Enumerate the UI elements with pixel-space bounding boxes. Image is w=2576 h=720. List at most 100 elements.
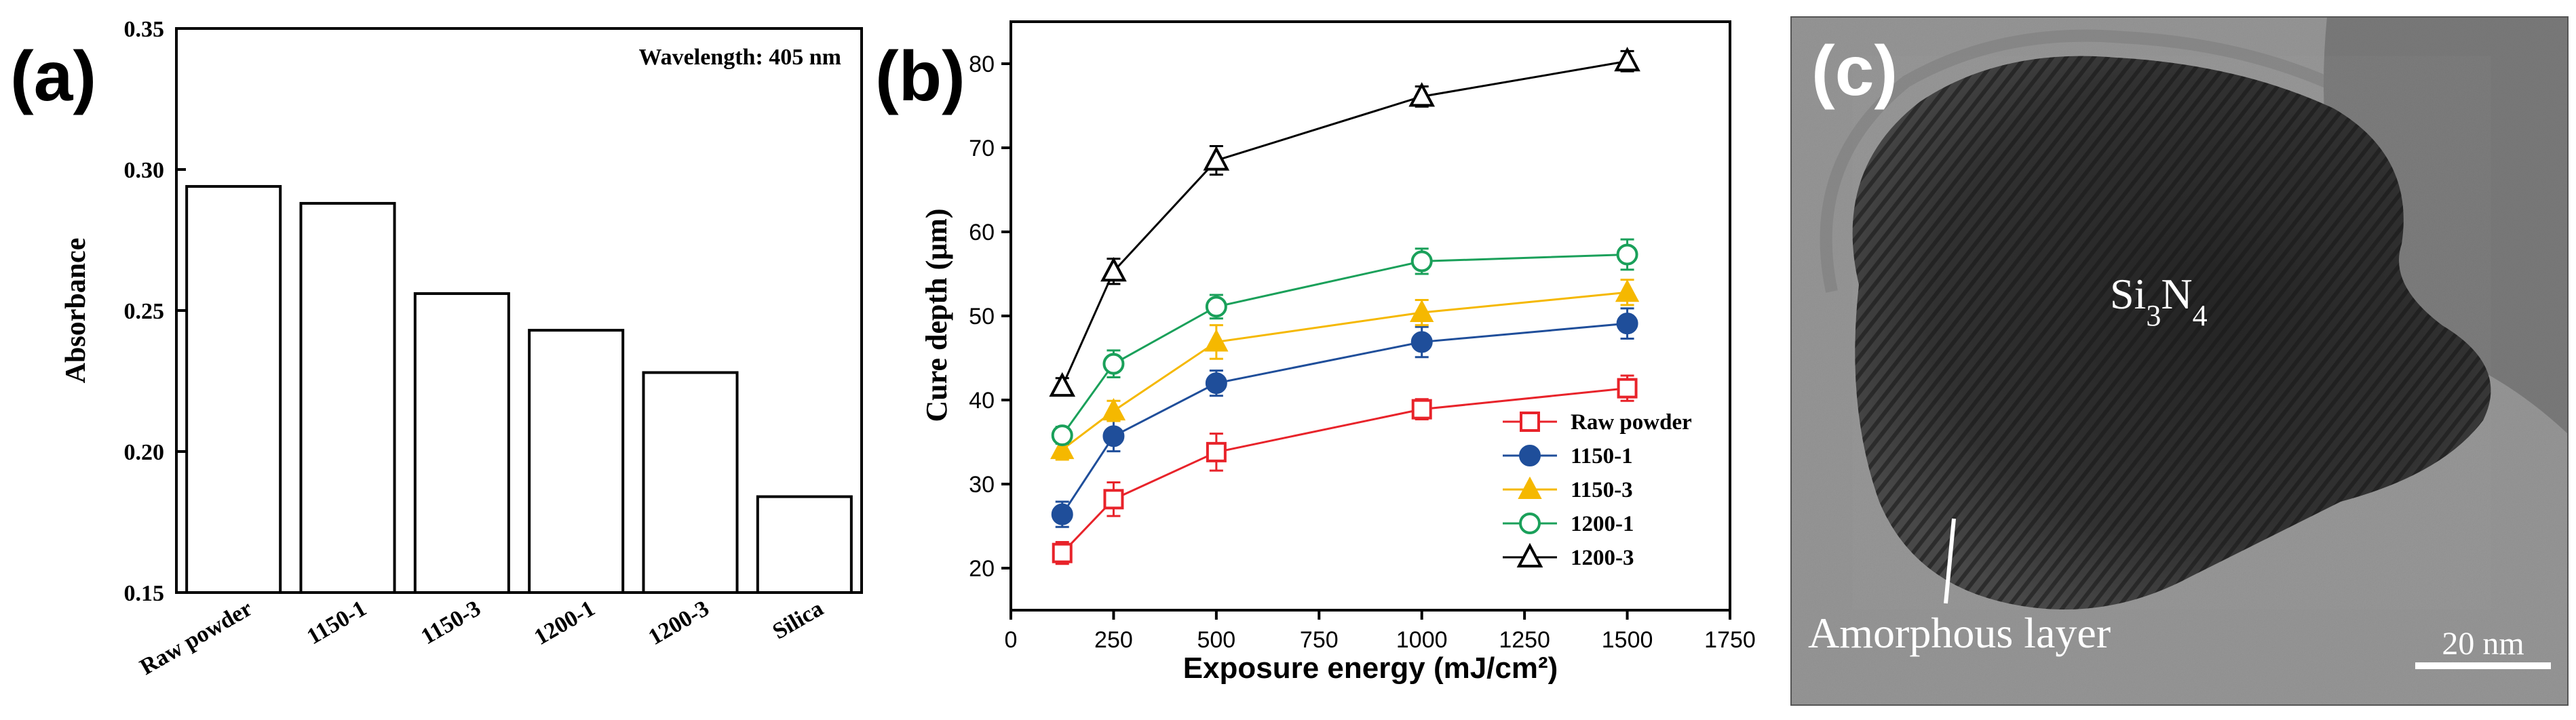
data-point-1150-3 <box>1410 299 1434 323</box>
y-tick-label-a: 0.35 <box>124 17 165 42</box>
panel-label-b: (b) <box>875 37 965 116</box>
data-point-raw-powder <box>1411 399 1432 420</box>
data-point-1150-3 <box>1101 397 1126 421</box>
x-tick-label-b: 1250 <box>1499 627 1550 653</box>
data-point-1200-1 <box>1051 424 1073 447</box>
x-tick-label-b: 750 <box>1300 627 1339 653</box>
data-point-raw-powder <box>1103 489 1124 510</box>
si3n4-sub-3: 3 <box>2146 299 2161 332</box>
bar-1150-3 <box>413 292 510 594</box>
y-tick-label-b: 70 <box>969 136 995 161</box>
y-tick-label-a: 0.20 <box>124 440 165 465</box>
legend-label-1200-1: 1200-1 <box>1571 512 1634 536</box>
bars-a <box>185 184 853 595</box>
data-point-1150-1 <box>1616 313 1638 335</box>
si3n4-si: Si <box>2110 270 2146 318</box>
legend-marker-1150-1 <box>1519 445 1541 466</box>
tem-micrograph <box>1791 17 2568 705</box>
data-point-1200-3 <box>1408 82 1436 107</box>
y-tick-label-b: 30 <box>969 472 995 498</box>
scale-bar-label: 20 nm <box>2442 626 2524 662</box>
panel-b-line-chart: (b) 0 250 500 750 1000 1250 1500 1750 20 30 40 50 6… <box>875 20 1756 685</box>
x-tick-label-b: 0 <box>1005 627 1018 653</box>
data-point-1150-1 <box>1410 331 1433 353</box>
x-tick-label-b: 1000 <box>1396 627 1448 653</box>
series-line-1200-1 <box>1061 253 1628 436</box>
legend-marker-raw-powder <box>1520 412 1540 432</box>
data-point-raw-powder <box>1617 378 1638 399</box>
legend-b: Raw powder 1150-1 1150-3 1200-1 1200-3 <box>1503 410 1692 570</box>
series-line-raw-powder <box>1061 387 1628 554</box>
series-raw-powder <box>1052 374 1638 565</box>
y-tick-label-a: 0.30 <box>124 158 165 183</box>
y-axis-label-b: Cure depth (μm) <box>920 208 953 422</box>
legend-label-1150-3: 1150-3 <box>1571 478 1633 502</box>
series-1200-1 <box>1051 238 1638 447</box>
y-tick-label-a: 0.15 <box>124 581 165 606</box>
data-point-raw-powder <box>1052 542 1073 563</box>
x-axis-label-b-text: Exposure energy (mJ/cm²) <box>1183 652 1558 685</box>
si3n4-sub-4: 4 <box>2193 299 2208 332</box>
amorphous-pointer-line <box>1944 518 1956 604</box>
wavelength-annotation: Wavelength: 405 nm <box>639 45 841 70</box>
panel-c-tem-image: (c) Si3N4 Amorphous layer 20 nm <box>1790 16 2569 706</box>
y-tick-label-b: 60 <box>969 220 995 245</box>
data-point-1200-3 <box>1203 146 1230 171</box>
y-tick-label-b: 20 <box>969 556 995 582</box>
panel-a-bar-chart: (a) 0.15 0.20 0.25 0.30 0.35 Raw powder 1150-… <box>10 17 863 680</box>
x-axis-ticks-b: 0 250 500 750 1000 1250 1500 1750 <box>1005 610 1756 653</box>
legend-label-1200-3: 1200-3 <box>1571 546 1634 570</box>
x-tick-label-a: 1200-3 <box>645 596 714 650</box>
legend-label-raw-powder: Raw powder <box>1571 410 1692 435</box>
series-1150-1 <box>1051 307 1638 528</box>
bar-raw-powder <box>185 184 282 594</box>
data-point-1150-1 <box>1051 503 1073 525</box>
x-tick-label-a: Raw powder <box>136 596 256 680</box>
data-point-1150-3 <box>1615 279 1640 302</box>
y-tick-label-b: 40 <box>969 388 995 414</box>
y-tick-label-b: 50 <box>969 304 995 329</box>
bar-1200-1 <box>528 329 625 594</box>
data-point-1150-3 <box>1050 437 1075 460</box>
legend-label-1150-1: 1150-1 <box>1571 444 1633 468</box>
legend-marker-1200-1 <box>1519 513 1541 534</box>
x-tick-label-b: 1500 <box>1602 627 1653 653</box>
y-axis-ticks-a: 0.15 0.20 0.25 0.30 0.35 <box>124 17 186 606</box>
x-tick-label-a: 1150-3 <box>417 596 485 649</box>
data-point-1150-1 <box>1102 425 1125 447</box>
x-tick-label-a: 1200-1 <box>530 596 599 650</box>
legend-marker-1150-3 <box>1518 476 1542 499</box>
series-b <box>1049 47 1640 565</box>
legend-marker-1200-3 <box>1516 542 1543 567</box>
data-point-1200-3 <box>1100 257 1127 282</box>
data-point-raw-powder <box>1206 441 1227 462</box>
bar-silica <box>756 495 853 594</box>
x-axis-label-b: Exposure energy (mJ/cm²) <box>1183 652 1558 685</box>
data-point-1200-3 <box>1614 47 1640 72</box>
series-line-1200-3 <box>1061 60 1628 387</box>
amorphous-layer-label: Amorphous layer <box>1808 609 2111 657</box>
si3n4-label: Si3N4 <box>2110 270 2208 332</box>
data-point-1150-1 <box>1205 372 1227 395</box>
data-point-1200-1 <box>1616 243 1638 266</box>
y-tick-label-a: 0.25 <box>124 299 165 324</box>
x-axis-labels-a: Raw powder 1150-1 1150-3 1200-1 1200-3 Silica <box>136 596 828 680</box>
series-line-1150-1 <box>1061 322 1628 515</box>
data-point-1200-1 <box>1410 250 1433 273</box>
panel-label-c: (c) <box>1811 32 1898 111</box>
series-1150-3 <box>1050 279 1640 461</box>
data-point-1200-1 <box>1205 296 1227 318</box>
bar-1150-1 <box>299 201 396 595</box>
x-tick-label-b: 500 <box>1197 627 1235 653</box>
x-tick-label-a: 1150-1 <box>303 596 370 649</box>
y-axis-label-a: Absorbance <box>60 238 92 384</box>
series-1200-3 <box>1049 47 1640 397</box>
y-axis-ticks-b: 20 30 40 50 60 70 80 <box>969 52 1011 582</box>
y-tick-label-b: 80 <box>969 52 995 77</box>
x-tick-label-b: 1750 <box>1704 627 1756 653</box>
x-tick-label-b: 250 <box>1094 627 1133 653</box>
data-point-1150-3 <box>1204 329 1229 352</box>
bar-1200-3 <box>642 371 739 595</box>
x-tick-label-a: Silica <box>769 596 828 645</box>
